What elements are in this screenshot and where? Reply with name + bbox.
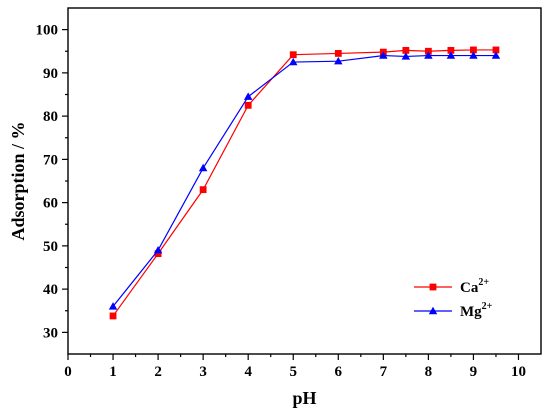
y-tick-label: 50 — [43, 239, 58, 255]
y-tick-label: 70 — [43, 152, 58, 168]
data-point-square — [492, 46, 500, 54]
data-point-triangle — [198, 163, 208, 172]
y-tick-label: 100 — [36, 23, 59, 39]
data-point-triangle — [424, 51, 433, 59]
data-point-triangle — [401, 52, 411, 60]
data-point-triangle — [243, 92, 253, 100]
legend: Ca2+Mg2+ — [414, 277, 493, 320]
data-point-square — [429, 283, 437, 291]
data-point-triangle — [491, 51, 501, 59]
series-line — [112, 54, 496, 307]
data-point-triangle — [446, 51, 456, 59]
data-point-square — [289, 51, 297, 59]
legend-label-name: Ca — [460, 280, 479, 296]
x-tick-label: 6 — [335, 364, 343, 380]
x-tick-label: 3 — [199, 364, 207, 380]
legend-label: Mg2+ — [460, 301, 493, 320]
data-point-square — [334, 50, 342, 57]
data-point-square — [199, 186, 207, 194]
x-axis-title: pH — [292, 388, 316, 408]
y-tick-label: 40 — [43, 282, 58, 298]
data-point-triangle — [469, 51, 478, 59]
plot-frame — [67, 7, 542, 355]
y-tick-label: 60 — [43, 196, 58, 212]
x-tick-label: 9 — [470, 364, 478, 380]
legend-label-name: Mg — [460, 304, 482, 320]
series-line — [112, 49, 496, 317]
data-point-square — [244, 101, 252, 109]
data-point-triangle — [288, 57, 298, 66]
data-point-square — [154, 250, 162, 258]
series-layer — [108, 46, 501, 320]
y-tick-label: 90 — [43, 66, 58, 82]
data-point-triangle — [108, 302, 118, 310]
data-point-triangle — [428, 306, 438, 315]
x-tick-label: 4 — [244, 364, 252, 380]
data-point-square — [470, 46, 477, 54]
data-point-triangle — [334, 56, 343, 65]
legend-item: Ca2+ — [414, 277, 489, 296]
y-tick-label: 30 — [43, 325, 58, 341]
data-point-square — [402, 46, 410, 54]
y-tick-label: 80 — [43, 109, 58, 125]
x-tick-label: 1 — [109, 364, 117, 380]
x-tick-label: 2 — [154, 364, 162, 380]
legend-label-charge: 2+ — [478, 277, 489, 288]
x-tick-label: 0 — [64, 364, 72, 380]
legend-item: Mg2+ — [414, 301, 493, 320]
axes: 0 1 2 3 4 5 6 7 8 9 10 30 40 50 60 70 80 90 100 — [36, 7, 542, 380]
series-mg — [108, 51, 501, 310]
legend-label: Ca2+ — [460, 277, 489, 296]
data-point-square — [109, 312, 117, 320]
series-ca — [109, 46, 500, 320]
data-point-square — [447, 46, 455, 54]
data-point-triangle — [153, 245, 163, 254]
data-point-triangle — [379, 51, 388, 59]
x-tick-label: 8 — [425, 364, 433, 380]
x-tick-label: 10 — [511, 364, 526, 380]
x-tick-label: 7 — [380, 364, 388, 380]
x-tick-label: 5 — [289, 364, 297, 380]
data-point-square — [424, 47, 432, 55]
y-axis-title: Adsorption / % — [8, 121, 28, 240]
legend-label-charge: 2+ — [482, 301, 493, 312]
